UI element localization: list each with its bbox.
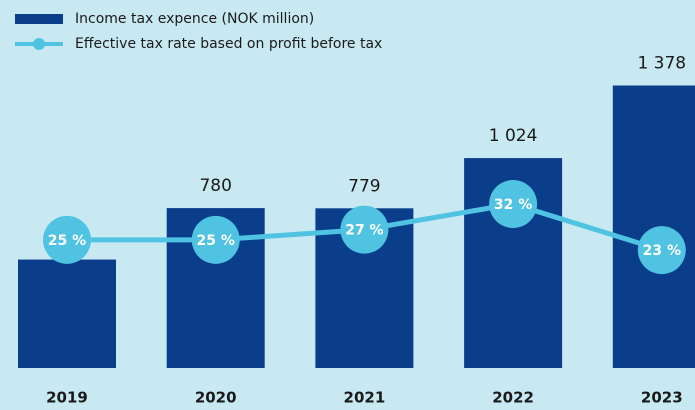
x-tick-label: 2023 (641, 389, 683, 407)
line-value-label: 27 % (345, 223, 383, 239)
line-value-label: 32 % (494, 197, 532, 213)
line-value-label: 25 % (197, 233, 235, 249)
line-marker (637, 226, 686, 275)
x-tick-label: 2020 (195, 389, 237, 407)
legend-label: Effective tax rate based on profit befor… (75, 36, 382, 52)
bar-value-label: 1 024 (489, 126, 538, 146)
line-marker (340, 205, 389, 254)
bar-value-label: 1 378 (637, 54, 686, 74)
x-tick-label: 2022 (492, 389, 534, 407)
x-tick-label: 2021 (344, 389, 386, 407)
line-value-label: 25 % (48, 233, 86, 249)
x-tick-label: 2019 (46, 389, 88, 407)
bar-value-label: 779 (348, 176, 380, 196)
line-value-label: 23 % (643, 243, 681, 259)
line-marker (43, 215, 91, 264)
bar (612, 85, 695, 368)
line-marker (191, 215, 240, 264)
legend-marker (33, 38, 45, 50)
legend-swatch (15, 14, 63, 24)
bar-value-label: 780 (199, 176, 231, 196)
line-marker (489, 180, 538, 228)
bar (18, 259, 116, 368)
legend-label: Income tax expence (NOK million) (75, 11, 314, 27)
